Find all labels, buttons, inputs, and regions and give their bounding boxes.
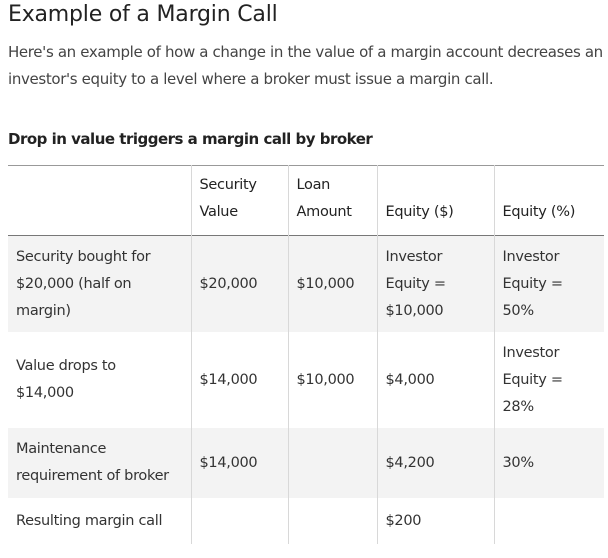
table-caption: Drop in value triggers a margin call by … [8,130,373,148]
equity-dollars-cell: $200 [376,498,494,544]
equity-dollars-cell: $4,000 [376,332,494,428]
equity-dollars-cell: $4,200 [376,428,494,498]
row-label: Security bought for $20,000 (half on mar… [16,248,151,319]
loan-amount-cell: $10,000 [287,235,377,332]
header-equity-percent: Equity (%) [493,165,604,236]
intro-paragraph: Here's an example of how a change in the… [8,43,603,88]
equity-percent-cell: 30% [493,428,604,498]
table-row: Value drops to $14,000 $14,000 $10,000 $… [8,332,604,428]
equity-percent-cell [493,498,604,544]
loan-amount-cell [287,428,377,498]
equity-percent-cell: Investor Equity = 50% [493,235,604,332]
header-loan-amount: Loan Amount [287,165,377,236]
security-value-cell [190,498,288,544]
margin-call-table: Security Value Loan Amount Equity ($) Eq… [8,165,604,544]
header-security-value: Security Value [190,165,288,236]
loan-amount-cell: $10,000 [287,332,377,428]
security-value-cell: $14,000 [190,428,288,498]
equity-dollars-cell: Investor Equity = $10,000 [376,235,494,332]
header-equity-dollars: Equity ($) [376,165,494,236]
table-header-row: Security Value Loan Amount Equity ($) Eq… [8,165,604,236]
table-row: Security bought for $20,000 (half on mar… [8,235,604,332]
loan-amount-cell [287,498,377,544]
table-row: Maintenance requirement of broker $14,00… [8,428,604,498]
row-label: Maintenance requirement of broker [16,441,169,484]
row-label: Value drops to $14,000 [16,358,116,401]
section-heading: Example of a Margin Call [8,2,278,27]
table-row: Resulting margin call $200 [8,498,604,544]
security-value-cell: $20,000 [190,235,288,332]
row-label: Resulting margin call [16,512,163,529]
header-label [8,166,191,236]
equity-percent-cell: Investor Equity = 28% [493,332,604,428]
security-value-cell: $14,000 [190,332,288,428]
